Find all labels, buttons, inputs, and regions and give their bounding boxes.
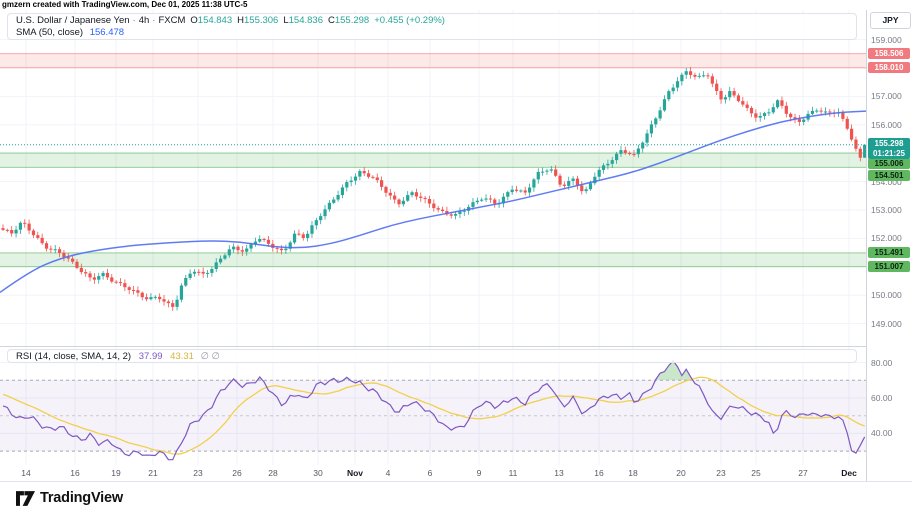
rsi-axis-label: 40.00 — [871, 428, 893, 439]
price-level-badge: 158.506 — [868, 48, 910, 60]
time-axis[interactable]: 14 16 19 21 23 26 28 30 Nov 4 6 9 11 13 16 18 20 23 25 27 De… — [0, 465, 866, 481]
main-legend: U.S. Dollar / Japanese Yen · 4h · FXCM O154.8… — [7, 13, 857, 40]
time-axis-label: 26 — [232, 468, 242, 478]
rsi-axis-label: 80.00 — [871, 357, 893, 368]
price-axis-label: 154.000 — [871, 176, 902, 187]
price-axis[interactable]: JPY 159.000 157.000 156.000 154.000 153.000 1… — [866, 10, 912, 481]
tradingview-wordmark: TradingView — [40, 490, 123, 506]
current-price-value: 155.298 — [874, 139, 904, 148]
rsi-title: RSI (14, close, SMA, 14, 2) — [16, 351, 132, 362]
tradingview-logo-icon — [16, 490, 35, 506]
price-level-badge: 151.007 — [868, 261, 910, 273]
interval-label: 4h — [138, 15, 150, 26]
rsi-empty-values: ∅ ∅ — [200, 351, 220, 362]
price-level-badge: 155.006 — [868, 158, 910, 169]
symbol-row[interactable]: U.S. Dollar / Japanese Yen · 4h · FXCM O154.8… — [16, 15, 445, 26]
rsi-axis-label: 60.00 — [871, 393, 893, 403]
time-axis-label: 6 — [427, 468, 433, 478]
price-axis-label: 149.000 — [871, 318, 902, 329]
close-value: 155.298 — [334, 15, 370, 26]
high-value: 155.306 — [244, 15, 279, 26]
rsi-row[interactable]: RSI (14, close, SMA, 14, 2) 37.99 43.31 … — [16, 351, 856, 363]
time-axis-label: 11 — [508, 468, 518, 478]
time-axis-label: 28 — [268, 468, 278, 478]
price-level-badge: 158.010 — [868, 62, 910, 74]
time-axis-label: 16 — [70, 468, 80, 478]
pane-separator[interactable] — [0, 346, 866, 347]
price-axis-label: 159.000 — [871, 34, 902, 45]
time-axis-label: 23 — [716, 468, 726, 478]
time-axis-label: 16 — [594, 468, 604, 478]
time-axis-label: 18 — [628, 468, 638, 478]
open-value: 154.843 — [197, 15, 233, 26]
time-axis-label: Dec — [841, 468, 857, 478]
price-level-badge: 154.501 — [868, 169, 910, 181]
price-axis-label: 157.000 — [871, 91, 902, 102]
price-axis-label: 150.000 — [871, 290, 902, 301]
time-axis-label: 25 — [751, 468, 761, 478]
exchange-label: FXCM — [158, 15, 186, 26]
attribution-note: gmzern created with TradingView.com, Dec… — [2, 0, 248, 9]
current-price-badge: 155.298 01:21:25 — [868, 138, 910, 159]
price-level-badge: 151.491 — [868, 247, 910, 259]
change-value: +0.455 (+0.29%) — [374, 15, 445, 26]
time-axis-label: Nov — [346, 468, 364, 478]
price-pane-canvas[interactable] — [0, 10, 866, 346]
time-axis-label: 9 — [476, 468, 482, 478]
rsi-line — [2, 359, 866, 461]
sma-row[interactable]: SMA (50, close) 156.478 — [16, 27, 856, 39]
time-axis-label: 20 — [676, 468, 686, 478]
time-axis-label: 30 — [313, 468, 323, 478]
time-axis-label: 4 — [385, 468, 391, 478]
candles — [1, 67, 866, 311]
time-axis-label: 21 — [148, 468, 158, 478]
rsi-sma-line — [2, 376, 865, 455]
rsi-value: 37.99 — [138, 351, 163, 362]
price-axis-label: 152.000 — [871, 233, 902, 244]
sma-value: 156.478 — [89, 27, 125, 38]
symbol-title[interactable]: U.S. Dollar / Japanese Yen — [16, 15, 130, 26]
rsi-sma-value: 43.31 — [170, 351, 194, 362]
time-axis-label: 19 — [111, 468, 121, 478]
low-value: 154.836 — [288, 15, 323, 26]
chart-bottom-border — [0, 481, 912, 482]
time-axis-label: 23 — [193, 468, 203, 478]
sma-label: SMA (50, close) — [16, 27, 84, 38]
rsi-pane-canvas[interactable] — [0, 346, 866, 465]
currency-toggle-button[interactable]: JPY — [870, 12, 911, 29]
time-axis-label: 14 — [21, 468, 31, 478]
time-axis-label: 27 — [798, 468, 808, 478]
price-axis-label: 153.000 — [871, 205, 902, 215]
bar-countdown: 01:21:25 — [872, 149, 906, 158]
sma50-line — [0, 110, 866, 293]
price-axis-label: 156.000 — [871, 119, 902, 130]
footer-brand[interactable]: TradingView — [16, 487, 123, 509]
rsi-legend: RSI (14, close, SMA, 14, 2) 37.99 43.31 … — [7, 349, 857, 363]
time-axis-label: 13 — [554, 468, 564, 478]
